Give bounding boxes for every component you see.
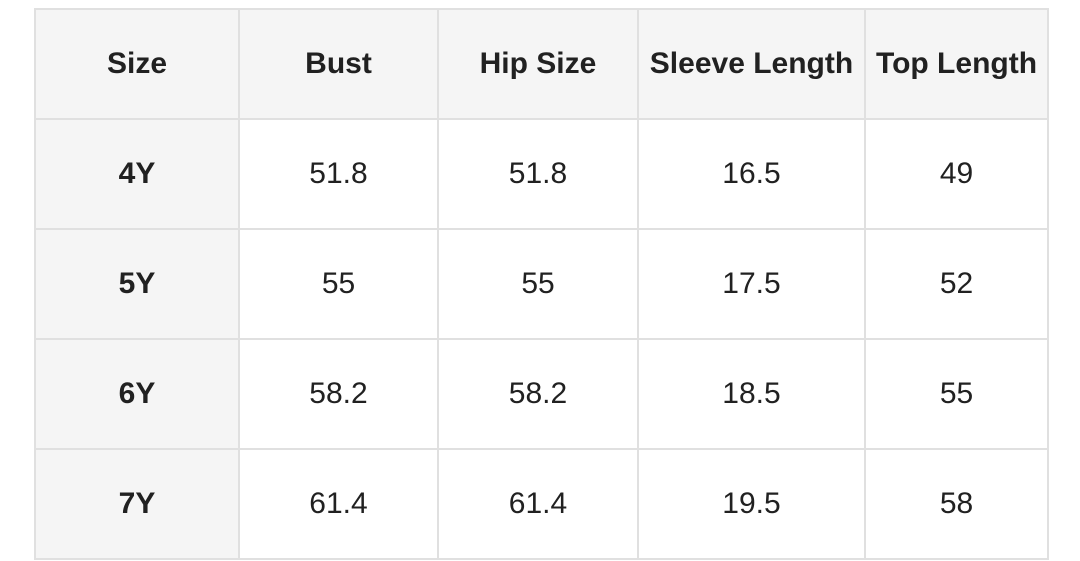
table-cell: 19.5 (637, 448, 866, 560)
header-row: Size Bust Hip Size Sleeve Length Top Length (34, 8, 1049, 120)
table-cell: 51.8 (437, 118, 639, 230)
table-cell: 61.4 (437, 448, 639, 560)
column-header-hip-size: Hip Size (437, 8, 639, 120)
table-cell: 17.5 (637, 228, 866, 340)
column-header-size: Size (34, 8, 240, 120)
column-header-bust: Bust (238, 8, 439, 120)
table-row-7y: 7Y 61.4 61.4 19.5 58 (34, 448, 1049, 560)
table-cell: 18.5 (637, 338, 866, 450)
column-header-top-length: Top Length (864, 8, 1049, 120)
table-cell: 58 (864, 448, 1049, 560)
table-cell: 55 (238, 228, 439, 340)
size-row-label: 6Y (34, 338, 240, 450)
table-cell: 51.8 (238, 118, 439, 230)
column-header-sleeve-length: Sleeve Length (637, 8, 866, 120)
size-row-label: 5Y (34, 228, 240, 340)
table-cell: 16.5 (637, 118, 866, 230)
table-cell: 55 (864, 338, 1049, 450)
table-cell: 49 (864, 118, 1049, 230)
table-cell: 61.4 (238, 448, 439, 560)
size-row-label: 4Y (34, 118, 240, 230)
table-row-5y: 5Y 55 55 17.5 52 (34, 228, 1049, 340)
size-row-label: 7Y (34, 448, 240, 560)
table-cell: 58.2 (238, 338, 439, 450)
table-cell: 55 (437, 228, 639, 340)
table-row-4y: 4Y 51.8 51.8 16.5 49 (34, 118, 1049, 230)
size-chart-table: Size Bust Hip Size Sleeve Length Top Length … (34, 8, 1049, 560)
table-row-6y: 6Y 58.2 58.2 18.5 55 (34, 338, 1049, 450)
table-cell: 58.2 (437, 338, 639, 450)
table-cell: 52 (864, 228, 1049, 340)
